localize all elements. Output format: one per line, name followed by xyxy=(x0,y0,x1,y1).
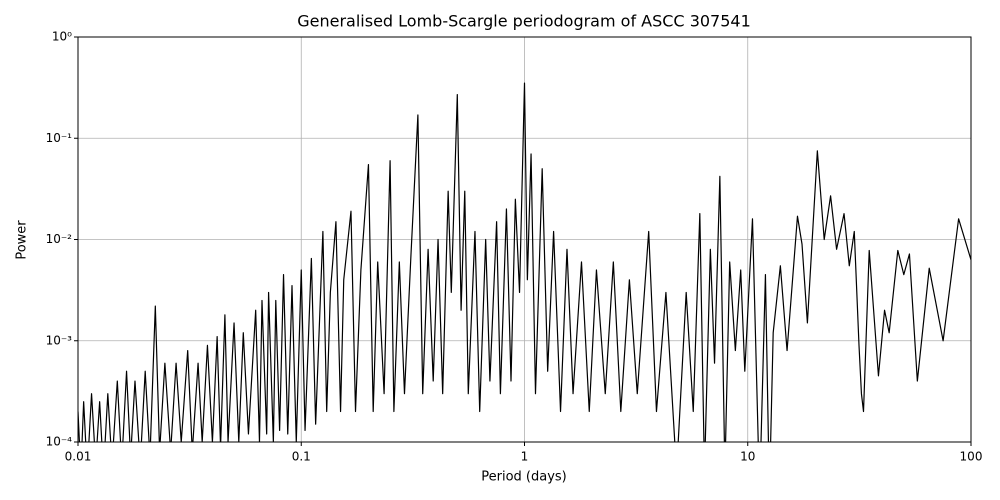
x-tick-label: 100 xyxy=(960,450,983,464)
y-tick-label: 10⁻³ xyxy=(46,333,73,347)
y-tick-label: 10⁻¹ xyxy=(46,131,73,145)
plot-area xyxy=(78,82,971,442)
x-tick-label: 1 xyxy=(521,450,529,464)
periodogram-line xyxy=(78,82,971,442)
chart-title: Generalised Lomb-Scargle periodogram of … xyxy=(297,12,751,31)
y-tick-label: 10⁰ xyxy=(52,30,72,44)
y-tick-label: 10⁻² xyxy=(46,232,73,246)
x-tick-label: 0.01 xyxy=(65,450,92,464)
y-tick-label: 10⁻⁴ xyxy=(46,435,73,449)
x-axis-label: Period (days) xyxy=(481,470,567,485)
x-tick-label: 0.1 xyxy=(292,450,311,464)
x-tick-label: 10 xyxy=(740,450,755,464)
ticks: 0.01 0.1 1 10 100 10⁻⁴ 10⁻³ 10⁻² 10⁻¹ 10⁰ xyxy=(46,30,983,464)
y-axis-label: Power xyxy=(15,220,30,260)
